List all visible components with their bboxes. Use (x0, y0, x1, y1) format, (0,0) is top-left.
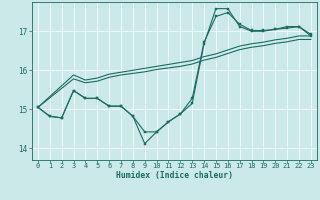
X-axis label: Humidex (Indice chaleur): Humidex (Indice chaleur) (116, 171, 233, 180)
